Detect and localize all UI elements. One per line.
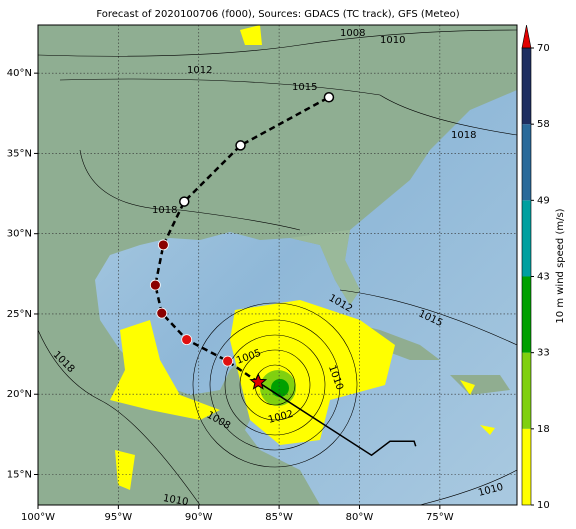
forecast-track [154,96,330,384]
colorbar-tick-label: 58 [537,119,550,130]
storm-symbol [157,239,169,251]
x-tick-label: 80°W [346,512,374,523]
storm-symbol [181,334,193,346]
storm-symbol [149,279,161,291]
colorbar-tick-label: 70 [537,43,550,54]
track-point [235,140,246,151]
title: Forecast of 2020100706 (f000), Sources: … [96,9,459,20]
storm-symbol [156,307,168,319]
colorbar-label: 10 m wind speed (m/s) [555,208,566,323]
colorbar-tick-label: 43 [537,272,550,283]
track-point [179,196,190,207]
colorbar-segment [522,124,531,201]
y-tick-label: 35°N [7,148,32,159]
wind-yellow [110,25,495,490]
storm-symbol [222,355,234,367]
x-tick-label: 85°W [265,512,293,523]
x-tick-label: 95°W [105,512,133,523]
y-tick-label: 25°N [7,309,32,320]
florida [290,230,360,305]
colorbar-extend [521,24,532,49]
hispaniola [450,375,510,395]
colorbar-segment [522,428,531,505]
colorbar-tick-label: 49 [537,195,550,206]
x-tick-label: 75°W [426,512,454,523]
contour-label: 1018 [152,205,177,216]
past-track [257,381,417,457]
colorbar-segment [522,48,531,125]
colorbar-segment [522,200,531,277]
colorbar-tick-label: 10 [537,500,550,511]
map-frame [37,24,518,506]
contour-label: 1010 [162,493,189,508]
y-tick-label: 15°N [7,469,32,480]
contour-label: 1015 [292,82,317,93]
y-tick-label: 20°N [7,389,32,400]
colorbar-segment [522,352,531,429]
map [38,25,517,505]
track-point [323,91,335,103]
colorbar-segment [522,276,531,353]
contour-label: 1018 [451,130,476,141]
colorbar-tick-label: 18 [537,424,550,435]
contour-label: 1010 [380,35,405,46]
x-tick-label: 100°W [21,512,55,523]
storm-position [249,372,268,390]
contour-label: 1012 [187,65,212,76]
y-tick-label: 30°N [7,229,32,240]
colorbar-tick-label: 33 [537,348,550,359]
x-tick-label: 90°W [185,512,213,523]
contour-label: 1008 [340,28,365,39]
y-tick-label: 40°N [7,68,32,79]
